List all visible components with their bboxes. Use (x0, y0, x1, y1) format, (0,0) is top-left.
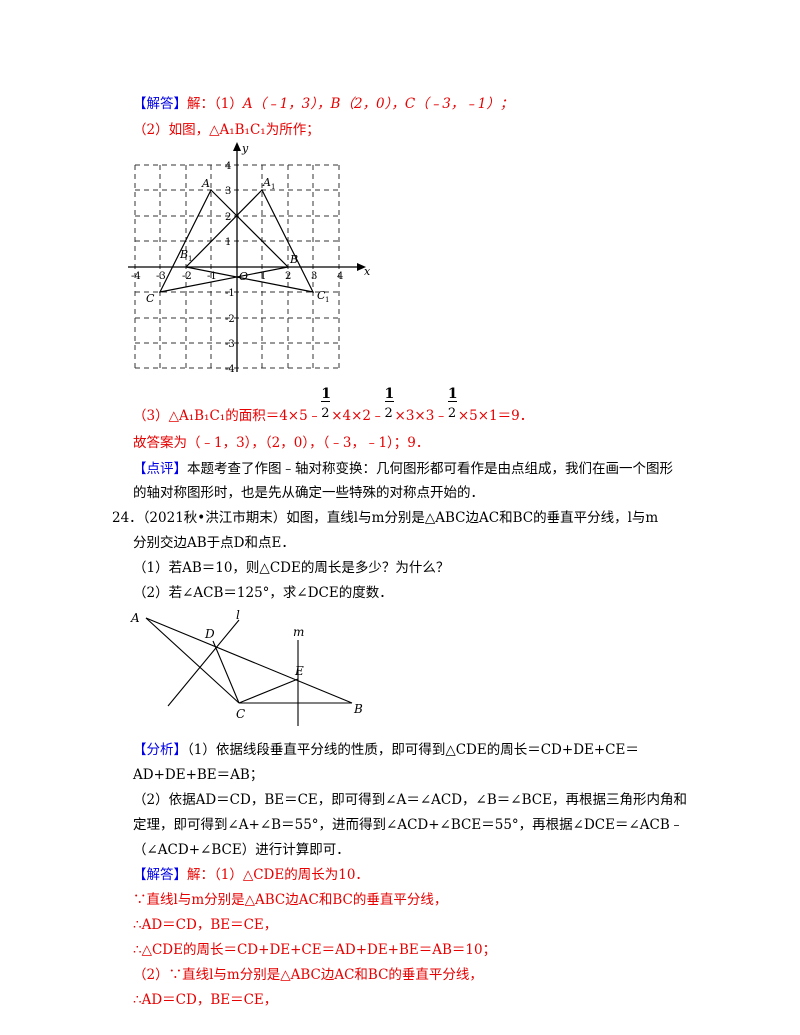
x-tick-neg4: -4 (131, 271, 141, 282)
x-tick-neg3: -3 (156, 271, 166, 282)
fraction-denominator: 2 (447, 406, 457, 421)
point-label-c1: C (317, 289, 326, 302)
x-tick-neg2: -2 (182, 271, 192, 282)
x-tick-4: 4 (337, 271, 343, 282)
q24-answer-line-2: ∵直线l与m分别是△ABC边AC和BC的垂直平分线， (133, 892, 448, 908)
fig-label-b: B (353, 702, 363, 716)
q24-analysis-line-5: （∠ACD+∠BCE）进行计算即可． (133, 842, 350, 858)
answer-part1-prefix: 解：（1） (187, 96, 243, 112)
y-tick-3: 3 (225, 186, 231, 197)
line-l (167, 619, 240, 707)
coordinate-grid-figure: x y O -4 -3 -2 -1 1 2 3 4 4 3 2 1 -1 -2 … (128, 142, 371, 375)
x-tick-3: 3 (311, 271, 317, 282)
y-tick-1: 1 (225, 237, 231, 248)
q24-stem-text-1: （2021秋•洪江市期末）如图，直线l与m分别是△ABC边AC和BC的垂直平分线… (142, 510, 659, 526)
area-term-3: ×5×1＝9． (457, 408, 534, 424)
q24-answer-line-3: ∴AD＝CD，BE＝CE， (133, 917, 278, 933)
analysis-text-1: （1）依据线段垂直平分线的性质，即可得到△CDE的周长＝CD+DE+CE＝ (187, 742, 639, 758)
point-label-a1-sub: 1 (271, 183, 275, 191)
point-label-a: A (201, 177, 210, 190)
q24-number: 24． (112, 510, 143, 526)
fraction-numerator: 1 (384, 386, 395, 402)
fig-label-m: m (293, 625, 304, 639)
answer-tag: 【解答】 (133, 96, 187, 112)
area-term-1: ×4×2﹣ (331, 408, 385, 424)
point-b-coords: B（2，0）， (330, 96, 405, 112)
x-tick-2: 2 (285, 271, 291, 282)
comment-tag: 【点评】 (133, 461, 187, 477)
q24-analysis-line-1: 【分析】（1）依据线段垂直平分线的性质，即可得到△CDE的周长＝CD+DE+CE… (133, 740, 639, 760)
analysis-tag: 【分析】 (133, 742, 187, 758)
triangle-a1b1c1 (184, 188, 315, 293)
x-axis-label: x (364, 265, 371, 278)
point-label-a1: A (262, 176, 271, 189)
fraction-denominator: 2 (384, 406, 393, 421)
y-tick-2: 2 (225, 212, 231, 223)
point-label-c1-sub: 1 (325, 296, 329, 304)
fig-label-e: E (294, 664, 304, 678)
y-axis-label: y (241, 142, 249, 155)
axes (128, 142, 366, 372)
area-term-2: ×3×3﹣ (394, 408, 448, 424)
fig-label-a: A (130, 611, 140, 625)
q24-answer-line-5: （2）∵直线l与m分别是△ABC边AC和BC的垂直平分线， (133, 967, 483, 983)
q23-answer-line-1: 【解答】解：（1）A（﹣1，3），B（2，0），C（﹣3，﹣1）； (133, 94, 513, 114)
fraction-numerator: 1 (321, 386, 331, 402)
fraction-denominator: 2 (321, 406, 330, 421)
triangles (158, 188, 315, 293)
q24-stem-line-2: 分别交边AB于点D和点E． (133, 535, 295, 551)
q23-answer-line-2: （2）如图，△A₁B₁C₁为所作； (133, 122, 320, 138)
fig-label-l: l (236, 608, 240, 622)
x-tick-neg1: -1 (207, 271, 217, 282)
y-tick-4: 4 (225, 161, 231, 172)
comment-text-1: 本题考查了作图﹣轴对称变换：几何图形都可看作是由点组成，我们在画一个图形 (187, 461, 673, 477)
segment-ab (145, 617, 353, 704)
q24-answer-line-4: ∴△CDE的周长＝CD+DE+CE＝AD+DE+BE＝AB＝10； (133, 942, 497, 958)
point-label-b1: B (179, 248, 188, 261)
point-label-b1-sub: 1 (188, 255, 192, 263)
triangle-figure: A B C D E l m (130, 608, 363, 726)
origin-label: O (239, 270, 248, 283)
answer-tag: 【解答】 (133, 867, 187, 883)
y-axis-arrow (233, 142, 241, 151)
q24-stem-line-1: 24．（2021秋•洪江市期末）如图，直线l与m分别是△ABC边AC和BC的垂直… (112, 508, 658, 528)
q23-comment-line-1: 【点评】本题考查了作图﹣轴对称变换：几何图形都可看作是由点组成，我们在画一个图形 (133, 459, 673, 479)
q24-analysis-line-3: （2）依据AD＝CD，BE＝CE，即可得到∠A＝∠ACD，∠B＝∠BCE，再根据… (133, 792, 687, 808)
segment-ac (145, 617, 240, 704)
x-axis-arrow (357, 263, 366, 271)
y-tick-neg1: -1 (225, 288, 235, 299)
fig-label-d: D (204, 627, 215, 641)
q24-part2: （2）若∠ACB＝125°，求∠DCE的度数． (133, 585, 393, 601)
answer-text-1: 解：（1）△CDE的周长为10． (187, 867, 369, 883)
q24-analysis-line-4: 定理，即可得到∠A+∠B＝55°，进而得到∠ACD+∠BCE＝55°，再根据∠D… (133, 817, 684, 833)
q23-final-answer: 故答案为（﹣1，3），（2，0），（﹣3，﹣1）；9． (133, 435, 430, 451)
point-c-coords: C（﹣3，﹣1）； (404, 96, 514, 112)
q24-answer-line-6: ∴AD＝CD，BE＝CE， (133, 992, 278, 1008)
fraction-numerator: 1 (447, 386, 458, 402)
fig-label-c: C (236, 707, 245, 721)
q23-comment-line-2: 的轴对称图形时，也是先从确定一些特殊的对称点开始的． (133, 485, 484, 501)
point-label-b: B (289, 253, 298, 266)
point-a-coords: A（﹣1，3）， (242, 96, 331, 112)
segment-cd (212, 640, 240, 704)
q23-area-line: （3）△A₁B₁C₁的面积＝4×5﹣ 1 2 ×4×2﹣ 1 2 ×3×3﹣ 1 2 ×5×1＝9… (133, 386, 534, 426)
q24-answer-line-1: 【解答】解：（1）△CDE的周长为10． (133, 865, 369, 885)
y-tick-neg3: -3 (225, 339, 235, 350)
y-tick-neg4: -4 (225, 364, 235, 375)
segment-ce (238, 678, 299, 704)
q24-analysis-line-2: AD+DE+BE＝AB； (133, 767, 264, 783)
q24-part1: （1）若AB＝10，则△CDE的周长是多少？为什么？ (133, 560, 450, 576)
area-prefix: （3）△A₁B₁C₁的面积＝4×5﹣ (133, 408, 322, 424)
y-tick-neg2: -2 (225, 314, 235, 325)
triangle-abc (158, 188, 290, 293)
x-tick-1: 1 (260, 271, 266, 282)
point-label-c: C (146, 292, 155, 305)
